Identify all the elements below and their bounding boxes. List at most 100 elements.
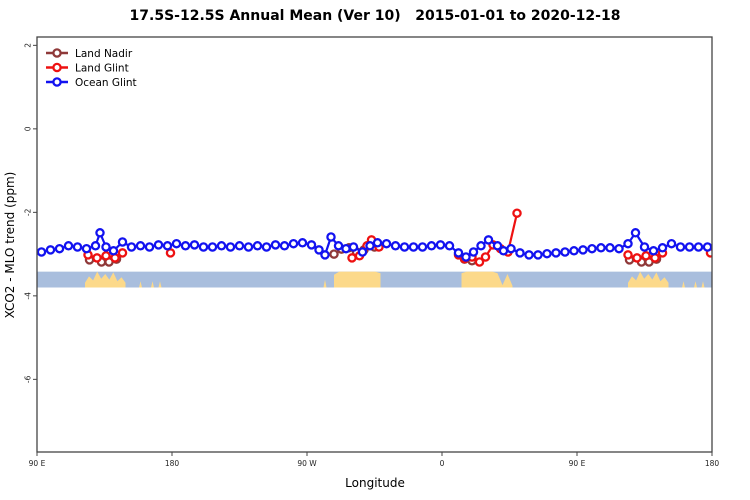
ocean-glint-point <box>426 241 437 251</box>
x-tick-label: 90 E <box>569 459 586 468</box>
x-tick-label: 90 E <box>29 459 46 468</box>
ocean-glint-point <box>492 241 503 251</box>
legend: Land Nadir Land Glint Ocean Glint <box>46 48 137 89</box>
ocean-glint-point <box>288 238 299 249</box>
x-axis-title: Longitude <box>345 476 405 490</box>
y-tick-label: -4 <box>24 292 33 300</box>
ocean-glint-point <box>297 238 308 248</box>
ocean-glint-point <box>684 242 695 252</box>
ocean-glint-point <box>306 240 317 250</box>
ocean-glint-point <box>341 243 351 254</box>
ocean-glint-point <box>320 250 330 260</box>
legend-marker <box>52 62 62 73</box>
ocean-glint-point <box>326 232 336 242</box>
legend-marker <box>52 77 62 87</box>
ocean-glint-point <box>180 241 191 251</box>
ocean-glint-point <box>81 243 92 254</box>
land-patch <box>682 281 685 288</box>
land-glint-point <box>117 248 128 258</box>
ocean-glint-point <box>348 242 359 252</box>
ocean-glint-point <box>693 242 704 252</box>
ocean-glint-point <box>461 252 471 262</box>
land-nadir-point <box>329 249 339 259</box>
ocean-glint-point <box>101 242 111 252</box>
land-glint-point <box>347 253 357 263</box>
ocean-glint-point <box>314 245 324 255</box>
ocean-glint-point <box>605 243 615 253</box>
ocean-glint-point <box>357 247 368 257</box>
land-glint-point <box>641 251 651 261</box>
ocean-glint-point <box>666 238 677 249</box>
ocean-glint-point <box>483 235 494 245</box>
land-patch <box>694 281 697 288</box>
ocean-glint-point <box>189 240 200 250</box>
land-glint-point <box>92 253 102 263</box>
y-tick-label: 2 <box>24 43 33 48</box>
ocean-glint-point <box>372 238 383 248</box>
ocean-glint-point <box>444 241 455 251</box>
land-patch <box>628 271 669 288</box>
ocean-glint-point <box>596 243 606 253</box>
ocean-glint-point <box>614 243 624 254</box>
ocean-glint-point <box>381 238 392 249</box>
x-tick-label: 180 <box>705 459 720 468</box>
plot-frame <box>36 36 713 453</box>
x-tick-label: 90 W <box>297 459 317 468</box>
ocean-glint-point <box>506 243 516 254</box>
ocean-glint-point <box>108 246 119 256</box>
land-glint-point <box>623 250 633 260</box>
ocean-glint-point <box>587 243 597 254</box>
ocean-glint-point <box>144 242 155 252</box>
ocean-glint-point <box>72 242 83 252</box>
ocean-glint-point <box>648 246 659 256</box>
land-glint-point <box>474 257 485 267</box>
legend-item-ocean-glint: Ocean Glint <box>46 77 137 89</box>
ocean-glint-point <box>639 242 650 252</box>
ocean-glint-point <box>279 241 290 251</box>
ocean-glint-point <box>126 242 137 252</box>
legend-item-land-nadir: Land Nadir <box>46 48 133 60</box>
y-tick-label: -2 <box>24 208 33 216</box>
ocean-glint-point <box>630 228 641 238</box>
land-patch <box>323 279 327 288</box>
ocean-glint-point <box>399 242 410 252</box>
series-layer <box>37 208 712 267</box>
ocean-glint-point <box>198 242 209 252</box>
ocean-glint-point <box>333 241 344 251</box>
map-strip <box>37 271 712 288</box>
ocean-glint-point <box>252 241 263 251</box>
ocean-glint-point <box>95 228 105 238</box>
ocean-glint-point <box>63 241 74 251</box>
ocean-glint-point <box>390 241 401 251</box>
land-glint-point <box>512 208 522 218</box>
legend-label: Land Nadir <box>75 48 133 60</box>
land-patch <box>497 273 513 288</box>
ocean-glint-point <box>468 247 479 257</box>
ocean-glint-point <box>135 241 146 251</box>
land-glint-point <box>632 253 642 263</box>
y-tick-label: 0 <box>24 126 33 131</box>
land-patch <box>139 281 142 288</box>
chart-title: 17.5S-12.5S Annual Mean (Ver 10) 2015-01… <box>129 8 621 24</box>
ocean-glint-point <box>207 242 218 252</box>
legend-label: Land Glint <box>75 62 129 74</box>
ocean-glint-point <box>569 246 579 256</box>
ocean-glint-point <box>45 245 56 255</box>
ocean-glint-point <box>453 248 464 258</box>
ocean-glint-point <box>270 240 281 250</box>
ocean-glint-point <box>435 240 446 250</box>
ocean-glint-point <box>551 248 561 258</box>
ocean-glint-point <box>90 241 101 251</box>
ocean-glint-point <box>417 242 428 252</box>
x-tick-label: 0 <box>440 459 445 468</box>
land-patch <box>701 281 705 288</box>
y-tick-label: -6 <box>24 375 33 383</box>
ocean-glint-point <box>162 241 173 251</box>
ocean-glint-point <box>261 242 272 252</box>
ocean-glint-point <box>675 242 686 252</box>
land-patch <box>151 281 154 288</box>
ocean-glint-point <box>578 245 588 255</box>
land-patch <box>85 271 126 288</box>
